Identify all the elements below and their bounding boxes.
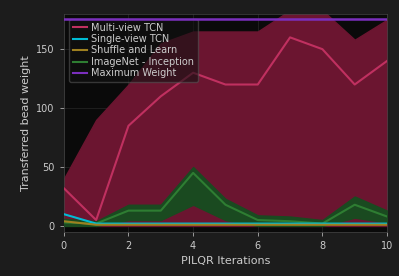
X-axis label: PILQR Iterations: PILQR Iterations xyxy=(181,256,270,266)
Legend: Multi-view TCN, Single-view TCN, Shuffle and Learn, ImageNet - Inception, Maximu: Multi-view TCN, Single-view TCN, Shuffle… xyxy=(69,19,198,82)
Y-axis label: Transferred bead weight: Transferred bead weight xyxy=(21,55,31,191)
